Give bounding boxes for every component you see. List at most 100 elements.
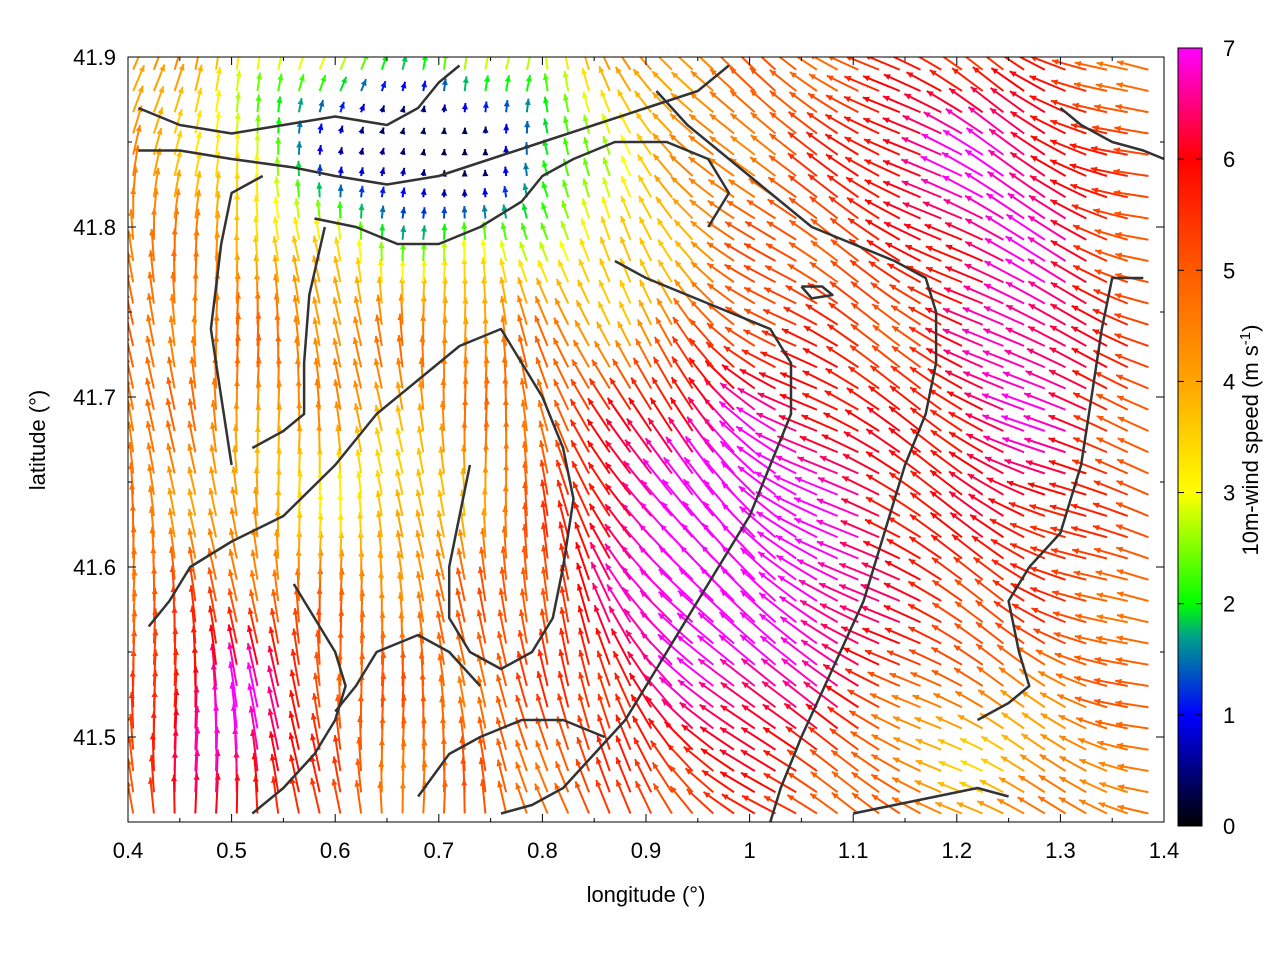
wind-arrow — [598, 301, 609, 324]
wind-arrow — [557, 480, 569, 516]
wind-arrow — [730, 46, 754, 70]
wind-arrow — [1002, 735, 1024, 750]
wind-arrow — [638, 175, 651, 197]
wind-arrow — [1009, 173, 1045, 197]
wind-arrow — [777, 555, 817, 579]
wind-arrow — [865, 650, 900, 665]
wind-arrow — [505, 75, 511, 91]
wind-arrow — [254, 134, 260, 155]
y-tick-label: 41.8 — [73, 215, 116, 240]
wind-arrow — [1020, 755, 1045, 771]
wind-arrow — [1030, 176, 1065, 198]
wind-arrow — [441, 207, 447, 219]
wind-arrow — [255, 95, 261, 113]
wind-arrow — [984, 306, 1024, 324]
wind-arrow — [730, 158, 755, 176]
wind-arrow — [578, 606, 589, 644]
wind-arrow — [988, 150, 1024, 176]
wind-arrow — [543, 118, 549, 133]
wind-arrow — [730, 90, 755, 112]
wind-arrow — [1028, 237, 1066, 261]
wind-arrow — [633, 69, 651, 91]
wind-arrow — [1051, 548, 1086, 559]
wind-arrow — [1028, 259, 1066, 282]
wind-arrow — [481, 277, 487, 304]
wind-arrow — [380, 187, 386, 198]
wind-arrows-layer — [124, 41, 1148, 814]
wind-arrow — [400, 260, 406, 282]
wind-arrow — [621, 156, 630, 176]
wind-arrow — [944, 287, 983, 303]
wind-arrow — [770, 49, 797, 70]
colorbar-tick-label: 4 — [1223, 369, 1235, 394]
wind-arrow — [1006, 214, 1044, 239]
contour-lines-layer — [138, 66, 1164, 823]
wind-arrow — [275, 137, 281, 155]
wind-arrow — [817, 499, 859, 516]
wind-arrow — [557, 279, 569, 303]
wind-arrow — [215, 90, 221, 112]
wind-arrow — [687, 417, 713, 453]
wind-arrow — [1115, 293, 1149, 304]
wind-arrow — [701, 749, 734, 771]
wind-arrow — [949, 412, 983, 431]
wind-arrow — [277, 74, 283, 91]
wind-arrow — [674, 220, 692, 240]
wind-arrow — [840, 542, 879, 559]
wind-arrow — [1049, 482, 1086, 494]
wind-arrow — [783, 681, 817, 708]
wind-arrow — [1051, 241, 1087, 261]
wind-arrow — [632, 47, 651, 70]
wind-arrow — [620, 237, 630, 261]
wind-arrow — [743, 330, 775, 346]
wind-arrow — [883, 160, 920, 176]
wind-arrow — [795, 539, 838, 559]
wind-arrow — [984, 284, 1024, 304]
wind-arrow — [863, 118, 900, 134]
wind-arrow — [571, 440, 589, 473]
wind-arrow — [965, 150, 1003, 176]
wind-arrow — [640, 238, 651, 261]
wind-arrow — [971, 87, 1004, 112]
wind-arrow — [175, 87, 184, 112]
x-tick-label: 1.1 — [838, 838, 869, 863]
wind-arrow — [593, 583, 610, 622]
wind-arrow — [400, 148, 406, 155]
wind-arrow — [988, 172, 1025, 198]
wind-arrow — [944, 350, 983, 368]
wind-arrow — [981, 736, 1003, 749]
wind-arrow — [620, 280, 631, 303]
wind-arrow — [628, 652, 651, 686]
wind-arrow — [839, 584, 879, 601]
wind-arrow — [904, 224, 941, 240]
wind-arrow — [989, 129, 1024, 155]
wind-arrow — [652, 71, 672, 91]
wind-arrow — [818, 562, 859, 580]
wind-arrow — [575, 522, 589, 559]
wind-arrow — [256, 73, 262, 91]
wind-arrow — [691, 49, 713, 70]
wind-arrow — [744, 309, 775, 325]
wind-arrow — [503, 124, 509, 134]
wind-arrow — [359, 167, 365, 176]
wind-arrow — [462, 103, 468, 112]
wind-arrow — [700, 705, 734, 729]
wind-arrow — [563, 138, 569, 155]
wind-arrow — [562, 47, 568, 70]
wind-arrow — [543, 49, 549, 70]
wind-arrow — [195, 88, 202, 112]
wind-arrow — [1048, 438, 1086, 453]
wind-arrow — [463, 76, 469, 91]
wind-arrow — [1005, 350, 1045, 367]
wind-arrow — [379, 127, 385, 134]
wind-arrow — [658, 239, 672, 261]
colorbar-tick-label: 7 — [1223, 36, 1235, 61]
wind-arrow — [883, 139, 921, 155]
wind-arrow — [600, 258, 610, 282]
x-tick-label: 1.3 — [1045, 838, 1076, 863]
wind-arrow — [602, 197, 610, 219]
x-tick-label: 1.4 — [1149, 838, 1180, 863]
wind-arrow — [1028, 216, 1065, 240]
x-tick-label: 0.9 — [631, 838, 662, 863]
wind-arrow — [215, 132, 221, 155]
